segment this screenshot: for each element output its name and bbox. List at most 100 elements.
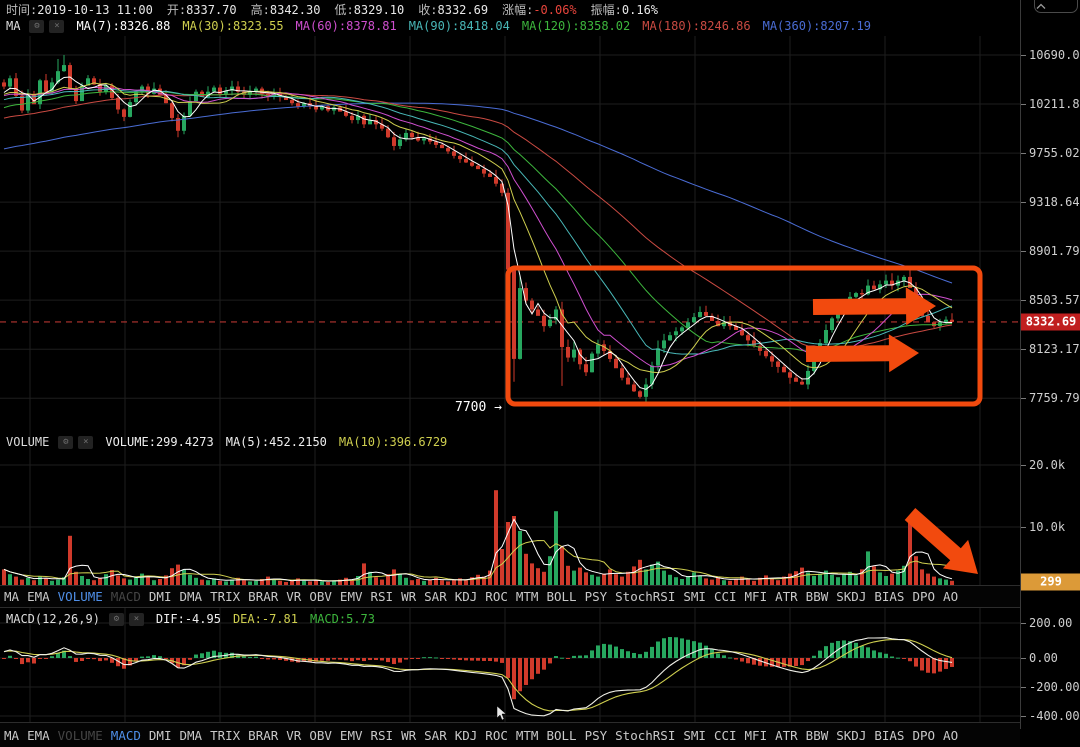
tab-ema[interactable]: EMA: [27, 589, 50, 604]
tab-ao[interactable]: AO: [943, 727, 959, 743]
volume-chart[interactable]: [0, 430, 1020, 585]
tab-wr[interactable]: WR: [401, 727, 417, 743]
indicator-tabs-top: MA EMA VOLUME MACD DMI DMA TRIX BRAR VR OBV EMV RSI…: [0, 585, 1020, 608]
tab-ema[interactable]: EMA: [27, 727, 50, 743]
price-axis-tick: 10211.83: [1021, 97, 1080, 111]
tab-smi[interactable]: SMI: [683, 589, 706, 604]
tab-atr[interactable]: ATR: [775, 727, 798, 743]
tab-rsi[interactable]: RSI: [370, 727, 394, 743]
close-icon[interactable]: ×: [78, 435, 94, 449]
close-icon[interactable]: ×: [128, 612, 144, 626]
tab-stochrsi[interactable]: StochRSI: [615, 727, 676, 743]
tab-ao[interactable]: AO: [943, 589, 959, 604]
settings-icon[interactable]: ⚙: [58, 435, 74, 449]
macd-chart[interactable]: [0, 607, 1020, 722]
volume-header-row: VOLUME ⚙ × VOLUME:299.4273 MA(5):452.2150…: [0, 433, 1020, 451]
volume-axis-tick: 10.0k: [1021, 520, 1079, 534]
ma-legend-item: MA(7):8326.88: [76, 19, 171, 33]
price-axis-tick: 9318.64: [1021, 195, 1080, 209]
tab-brar[interactable]: BRAR: [248, 727, 279, 743]
tab-vr[interactable]: VR: [286, 727, 302, 743]
tab-dma[interactable]: DMA: [179, 727, 203, 743]
tab-bbw[interactable]: BBW: [805, 589, 829, 604]
volume-indicator-title: VOLUME: [6, 435, 50, 449]
tab-boll[interactable]: BOLL: [546, 589, 577, 604]
tab-emv[interactable]: EMV: [339, 727, 363, 743]
tab-mtm[interactable]: MTM: [515, 589, 539, 604]
ohlc-field: 时间:2019-10-13 11:00: [6, 2, 153, 17]
tab-roc[interactable]: ROC: [485, 727, 508, 743]
indicator-tabs-bottom: MA EMA VOLUME MACD DMI DMA TRIX BRAR VR OBV EMV RSI…: [0, 722, 1020, 747]
tab-macd[interactable]: MACD: [110, 589, 141, 604]
tab-kdj[interactable]: KDJ: [454, 727, 478, 743]
ohlc-field: 涨幅:-0.06%: [502, 2, 577, 17]
price-axis-column[interactable]: 10690.03 10211.83 9755.02 9318.64 8901.79 850…: [1020, 0, 1080, 729]
settings-icon[interactable]: ⚙: [29, 19, 45, 33]
chevron-up-icon: [1036, 3, 1046, 9]
volume-axis-tick: 20.0k: [1021, 458, 1079, 472]
tab-sar[interactable]: SAR: [424, 727, 447, 743]
tab-boll[interactable]: BOLL: [546, 727, 577, 743]
tab-dmi[interactable]: DMI: [148, 727, 172, 743]
ma-indicator-title: MA: [6, 19, 21, 33]
current-volume-badge: 299: [1021, 573, 1080, 591]
tab-dma[interactable]: DMA: [179, 589, 203, 604]
volume-legend-item: MA(5):452.2150: [225, 435, 327, 449]
tab-dpo[interactable]: DPO: [912, 589, 936, 604]
tab-wr[interactable]: WR: [401, 589, 417, 604]
close-icon[interactable]: ×: [49, 19, 65, 33]
tab-stochrsi[interactable]: StochRSI: [615, 589, 676, 604]
tab-sar[interactable]: SAR: [424, 589, 447, 604]
price-axis-tick: 7759.79: [1021, 391, 1080, 405]
tab-skdj[interactable]: SKDJ: [836, 589, 867, 604]
tab-atr[interactable]: ATR: [775, 589, 798, 604]
tab-ma[interactable]: MA: [4, 727, 20, 743]
ohlc-field: 高:8342.30: [250, 2, 321, 17]
tab-emv[interactable]: EMV: [339, 589, 363, 604]
tab-skdj[interactable]: SKDJ: [836, 727, 867, 743]
macd-legend-item: MACD:5.73: [309, 612, 376, 626]
tab-mfi[interactable]: MFI: [744, 727, 768, 743]
tab-kdj[interactable]: KDJ: [454, 589, 478, 604]
ma-legend-row: MA ⚙ × MA(7):8326.88 MA(30):8323.55 MA(60)…: [0, 18, 1020, 34]
tab-roc[interactable]: ROC: [485, 589, 508, 604]
tab-vr[interactable]: VR: [286, 589, 302, 604]
tab-mfi[interactable]: MFI: [744, 589, 768, 604]
tab-smi[interactable]: SMI: [683, 727, 706, 743]
tab-bias[interactable]: BIAS: [874, 727, 905, 743]
tab-cci[interactable]: CCI: [713, 589, 737, 604]
tab-psy[interactable]: PSY: [584, 727, 608, 743]
tab-psy[interactable]: PSY: [584, 589, 608, 604]
tab-ma[interactable]: MA: [4, 589, 20, 604]
collapse-panel-button[interactable]: [1034, 0, 1078, 13]
price-axis-tick: 8503.57: [1021, 293, 1080, 307]
ohlc-field: 收:8332.69: [418, 2, 489, 17]
tab-dpo[interactable]: DPO: [912, 727, 936, 743]
ma-legend-item: MA(180):8246.86: [642, 19, 751, 33]
tab-dmi[interactable]: DMI: [148, 589, 172, 604]
tab-brar[interactable]: BRAR: [248, 589, 279, 604]
tab-obv[interactable]: OBV: [309, 589, 332, 604]
tab-bias[interactable]: BIAS: [874, 589, 905, 604]
tab-macd[interactable]: MACD: [110, 727, 141, 743]
tab-obv[interactable]: OBV: [309, 727, 332, 743]
macd-axis-tick: 200.00: [1021, 616, 1079, 630]
tab-volume[interactable]: VOLUME: [57, 589, 103, 604]
tab-cci[interactable]: CCI: [713, 727, 737, 743]
tab-trix[interactable]: TRIX: [210, 727, 241, 743]
ohlc-info-bar: 时间:2019-10-13 11:00 开:8337.70 高:8342.30 低:8…: [0, 1, 1020, 17]
tab-rsi[interactable]: RSI: [370, 589, 394, 604]
ma-legend-item: MA(60):8378.81: [295, 19, 397, 33]
macd-indicator-title: MACD(12,26,9): [6, 612, 100, 626]
tab-bbw[interactable]: BBW: [805, 727, 829, 743]
tab-mtm[interactable]: MTM: [515, 727, 539, 743]
ohlc-field: 低:8329.10: [334, 2, 405, 17]
tab-trix[interactable]: TRIX: [210, 589, 241, 604]
last-price-badge: 8332.69: [1021, 313, 1080, 331]
settings-icon[interactable]: ⚙: [108, 612, 124, 626]
main-candlestick-chart[interactable]: [0, 0, 1020, 430]
ohlc-field: 开:8337.70: [166, 2, 237, 17]
tab-volume[interactable]: VOLUME: [57, 727, 103, 743]
macd-legend-item: DIF:-4.95: [155, 612, 221, 626]
macd-header-row: MACD(12,26,9) ⚙ × DIF:-4.95 DEA:-7.81 MACD…: [0, 610, 1020, 628]
